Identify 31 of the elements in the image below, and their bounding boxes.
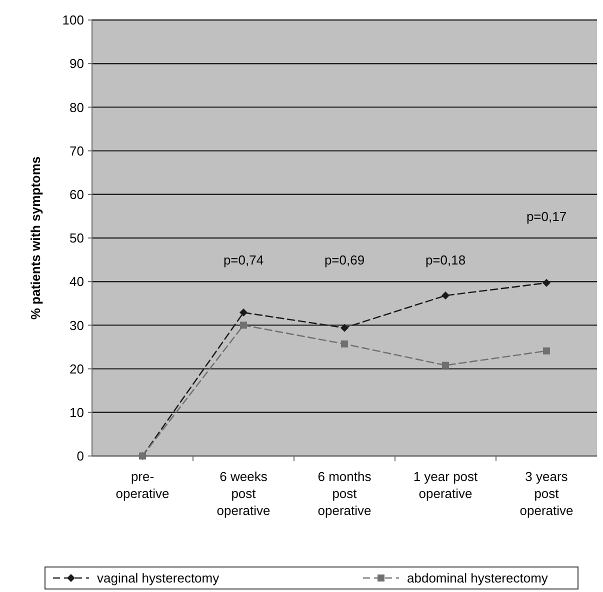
point bbox=[543, 347, 550, 354]
y-tick-label: 0 bbox=[76, 448, 84, 464]
x-tick-label: 3 years post operative bbox=[520, 469, 574, 518]
point bbox=[341, 340, 348, 348]
y-tick-label: 90 bbox=[70, 56, 84, 72]
y-tick-label: 40 bbox=[70, 274, 84, 290]
annotation: p=0,18 bbox=[425, 252, 466, 268]
legend-label: vaginal hysterectomy bbox=[97, 570, 220, 586]
y-tick-label: 100 bbox=[62, 12, 84, 28]
legend-label: abdominal hysterectomy bbox=[407, 570, 548, 586]
point bbox=[240, 308, 248, 317]
y-tick-label: 50 bbox=[70, 230, 84, 246]
annotation: p=0,69 bbox=[324, 252, 365, 268]
y-tick-label: 80 bbox=[70, 100, 84, 115]
point bbox=[442, 362, 449, 369]
y-axis-title: % patients with symptoms bbox=[28, 156, 43, 320]
y-tick-label: 10 bbox=[70, 404, 84, 420]
x-tick-label: pre- operative bbox=[116, 469, 170, 501]
annotation: p=0,17 bbox=[526, 208, 567, 224]
annotation: p=0,74 bbox=[223, 252, 264, 268]
y-tick-label: 30 bbox=[70, 318, 84, 333]
point bbox=[340, 324, 348, 332]
y-tick-label: 70 bbox=[70, 143, 84, 158]
x-tick-label: 1 year post operative bbox=[413, 469, 478, 501]
x-tick-label: 6 weeks post operative bbox=[216, 469, 270, 518]
y-tick-label: 60 bbox=[70, 186, 84, 202]
x-tick-label: 6 months post operative bbox=[318, 469, 372, 518]
y-tick-label: 20 bbox=[70, 361, 84, 376]
point bbox=[240, 322, 247, 329]
point bbox=[542, 278, 550, 287]
point bbox=[442, 292, 450, 300]
